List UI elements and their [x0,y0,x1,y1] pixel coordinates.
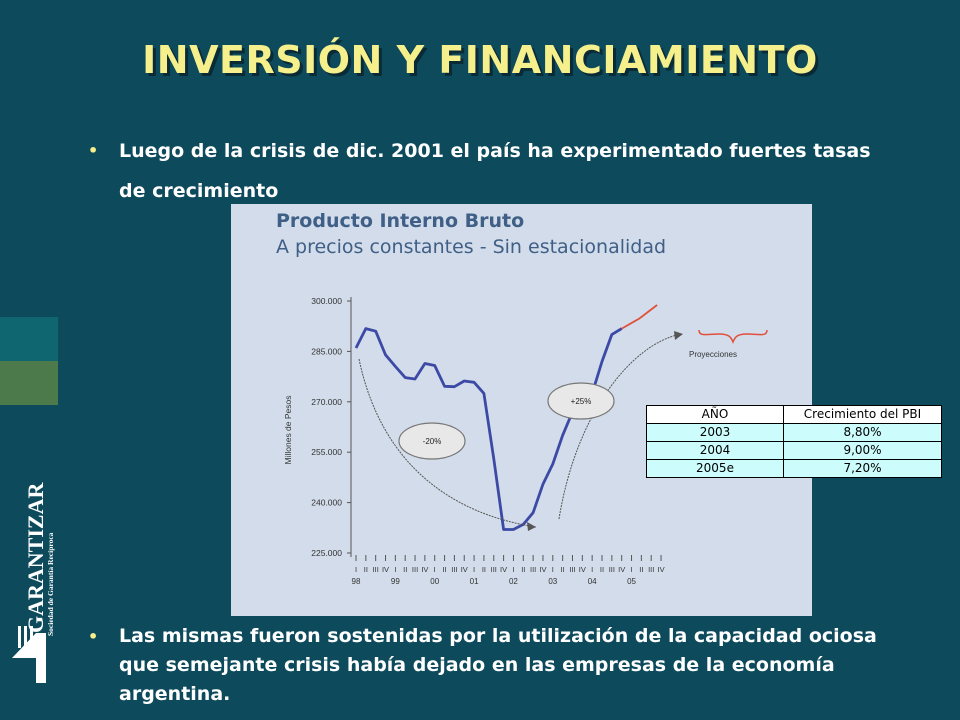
x-tick-label: II [561,565,565,574]
x-tick-label: I [394,565,396,574]
gdp-line-chart: 300.000 285.000 270.000 255.000 240.000 225.0… [283,296,768,586]
x-tick-label: IV [461,565,468,574]
x-tick-label: III [373,565,379,574]
x-tick-label: II [521,565,525,574]
decline-arrowhead [527,522,536,531]
x-tick-label: I [552,565,554,574]
x-tick-label: IV [539,565,546,574]
x-tick-label: III [491,565,497,574]
x-tick-label: II [364,565,368,574]
x-year-label: 00 [430,577,439,586]
x-year-label: 03 [548,577,557,586]
callout-rise-label: +25% [571,397,592,406]
table-cell-growth: 8,80% [783,423,942,442]
table-cell-growth: 7,20% [783,459,942,478]
x-tick-label: III [451,565,457,574]
x-tick-label: III [609,565,615,574]
x-tick-label: IV [618,565,625,574]
garantizar-logo: GARANTIZAR Sociedad de Garantía Recíproc… [12,482,55,683]
x-year-label: 04 [588,577,597,586]
x-tick-label: IV [421,565,428,574]
chart-title: Producto Interno Bruto [276,210,525,232]
accent-square-green [0,361,58,405]
rise-arrowhead [674,331,683,340]
decline-arrow [358,358,537,528]
logo-mark-icon [12,626,46,683]
x-year-label: 98 [352,577,361,586]
table-cell-year: 2003 [646,423,784,442]
growth-table: AÑO Crecimiento del PBI 2003 8,80% 2004 … [646,405,942,478]
x-tick-label: III [569,565,575,574]
projection-brace [698,329,768,345]
table-header-row: AÑO Crecimiento del PBI [646,405,942,424]
accent-square-teal [0,317,58,361]
x-tick-label: I [355,565,357,574]
x-tick-label: III [530,565,536,574]
table-row: 2004 9,00% [646,441,942,460]
x-year-label: 02 [509,577,518,586]
x-tick-label: IV [500,565,507,574]
x-tick-label: I [512,565,514,574]
y-tick-label: 255.000 [311,447,342,457]
callout-decline [398,422,466,460]
chart-subtitle: A precios constantes - Sin estacionalida… [276,236,667,258]
table-cell-year: 2005e [646,459,784,478]
x-tick-label: III [412,565,418,574]
x-tick-label: II [403,565,407,574]
slide-title: INVERSIÓN Y FINANCIAMIENTO [142,38,818,82]
x-tick-label: II [482,565,486,574]
x-tick-label: I [434,565,436,574]
x-tick-label: IV [382,565,389,574]
x-tick-label: I [591,565,593,574]
callout-decline-label: -20% [423,437,442,446]
x-tick-label: IV [579,565,586,574]
x-tick-label: II [442,565,446,574]
y-axis-label: Millones de Pesos [283,396,293,465]
x-tick-label: I [630,565,632,574]
table-header-growth: Crecimiento del PBI [783,405,942,424]
bullet-dot: • [88,627,99,646]
logo-tagline: Sociedad de Garantía Recíproca [46,532,55,636]
table-cell-growth: 9,00% [783,441,942,460]
projection-label: Proyecciones [689,350,737,359]
y-tick-label: 300.000 [311,296,342,306]
bullet-2-text: Las mismas fueron sostenidas por la util… [119,625,877,705]
callout-rise [547,382,615,420]
y-tick-label: 240.000 [311,498,342,508]
table-header-year: AÑO [646,405,784,424]
table-row: 2005e 7,20% [646,459,942,478]
x-year-label: 05 [627,577,636,586]
bullet-1-text: Luego de la crisis de dic. 2001 el país … [119,140,871,202]
table-cell-year: 2004 [646,441,784,460]
x-year-label: 99 [391,577,400,586]
y-tick-label: 285.000 [311,346,342,356]
projection-series-line [621,304,658,330]
x-tick-label: IV [657,565,664,574]
x-tick-label: II [600,565,604,574]
y-tick-label: 270.000 [311,397,342,407]
x-year-label: 01 [470,577,479,586]
table-row: 2003 8,80% [646,423,942,442]
x-tick-label: I [473,565,475,574]
bullet-dot: • [88,141,99,160]
logo-name: GARANTIZAR [23,482,48,633]
x-tick-label: II [639,565,643,574]
x-tick-label: III [648,565,654,574]
gdp-series-line [354,327,623,531]
y-tick-label: 225.000 [311,548,342,558]
